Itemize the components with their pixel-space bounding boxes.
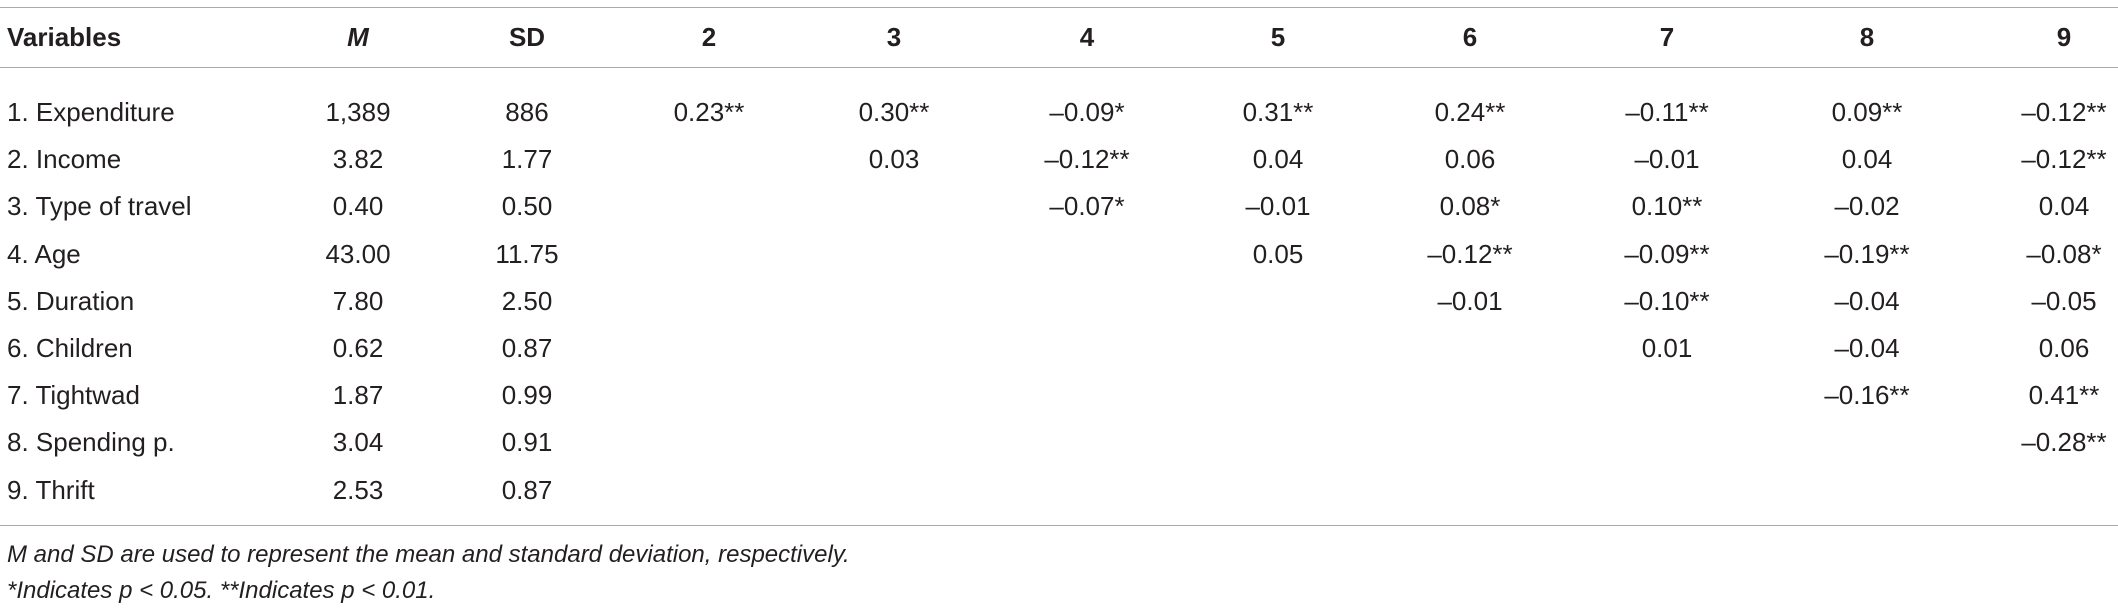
correlation-cell: 0.31** (1242, 97, 1314, 127)
correlation-cell: 0.24** (1434, 97, 1506, 127)
sd-cell: 886 (505, 97, 549, 127)
header-cell: 4 (1079, 22, 1095, 52)
correlation-cell: –0.16** (1824, 380, 1910, 411)
correlation-cell: 0.03 (868, 144, 920, 175)
row-label: 7. Tightwad (7, 380, 140, 411)
sd-cell: 0.99 (501, 380, 553, 411)
header-cell: 8 (1859, 22, 1875, 52)
header-cell: 5 (1270, 22, 1286, 52)
correlation-cell: 0.23** (673, 97, 745, 127)
correlation-cell: –0.04 (1834, 285, 1900, 316)
row-label: 4. Age (7, 238, 81, 269)
table-note: M and SD are used to represent the mean … (7, 541, 850, 568)
correlation-cell: 0.04 (2038, 191, 2090, 222)
correlation-cell: 0.08* (1439, 191, 1501, 222)
correlation-cell: –0.01 (1437, 285, 1503, 316)
sd-cell: 1.77 (501, 144, 553, 175)
correlation-cell: –0.09* (1049, 97, 1125, 127)
row-label: 5. Duration (7, 285, 135, 316)
row-label: 9. Thrift (7, 474, 95, 505)
mean-cell: 1.87 (332, 380, 384, 411)
correlation-cell: 0.06 (2038, 333, 2090, 363)
correlation-cell: 0.04 (1841, 144, 1893, 175)
correlation-cell: 0.41** (2028, 380, 2100, 411)
row-label: 8. Spending p. (7, 427, 175, 458)
correlation-cell: 0.05 (1252, 238, 1304, 269)
header-cell: 3 (886, 22, 902, 52)
header-rule (0, 67, 2118, 68)
correlation-cell: –0.12** (1044, 144, 1130, 175)
table-note: *Indicates p < 0.05. **Indicates p < 0.0… (7, 577, 436, 604)
correlation-cell: –0.28** (2021, 427, 2107, 458)
header-cell: 6 (1462, 22, 1478, 52)
correlation-cell: –0.19** (1824, 238, 1910, 269)
correlation-cell: 0.30** (858, 97, 930, 127)
mean-cell: 2.53 (332, 474, 384, 505)
correlation-cell: –0.12** (1427, 238, 1513, 269)
sd-cell: 0.91 (501, 427, 553, 458)
sd-cell: 2.50 (501, 285, 553, 316)
top-rule (0, 7, 2118, 8)
header-cell: 2 (701, 22, 717, 52)
correlation-cell: 0.06 (1444, 144, 1496, 175)
row-label: 3. Type of travel (7, 191, 192, 222)
sd-cell: 0.87 (501, 474, 553, 505)
correlation-cell: –0.07* (1049, 191, 1125, 222)
correlation-cell: 0.01 (1641, 333, 1693, 363)
row-label: 2. Income (7, 144, 122, 175)
correlation-cell: –0.05 (2031, 285, 2097, 316)
header-cell: 9 (2056, 22, 2072, 52)
correlation-cell: –0.11** (1625, 97, 1709, 127)
correlation-cell: 0.10** (1631, 191, 1703, 222)
header-cell: SD (508, 22, 546, 52)
bottom-rule (0, 525, 2118, 526)
correlation-cell: –0.09** (1624, 238, 1710, 269)
correlation-cell: –0.12** (2021, 144, 2107, 175)
correlation-cell: –0.01 (1634, 144, 1700, 175)
correlation-cell: –0.01 (1245, 191, 1311, 222)
header-cell: 7 (1659, 22, 1675, 52)
mean-cell: 0.40 (332, 191, 384, 222)
mean-cell: 3.04 (332, 427, 384, 458)
row-label: 6. Children (7, 333, 133, 363)
sd-cell: 11.75 (495, 238, 559, 269)
header-cell: Variables (7, 22, 122, 52)
header-cell: M (347, 22, 369, 52)
sd-cell: 0.50 (501, 191, 553, 222)
correlation-cell: –0.08* (2026, 238, 2102, 269)
mean-cell: 1,389 (325, 97, 391, 127)
correlation-cell: 0.04 (1252, 144, 1304, 175)
correlation-cell: –0.12** (2021, 97, 2107, 127)
correlation-cell: –0.04 (1834, 333, 1900, 363)
mean-cell: 43.00 (325, 238, 391, 269)
mean-cell: 7.80 (332, 285, 384, 316)
sd-cell: 0.87 (501, 333, 553, 363)
row-label: 1. Expenditure (7, 97, 175, 127)
mean-cell: 3.82 (332, 144, 384, 175)
correlation-cell: –0.10** (1624, 285, 1710, 316)
mean-cell: 0.62 (332, 333, 384, 363)
correlation-cell: 0.09** (1831, 97, 1903, 127)
correlation-cell: –0.02 (1834, 191, 1900, 222)
